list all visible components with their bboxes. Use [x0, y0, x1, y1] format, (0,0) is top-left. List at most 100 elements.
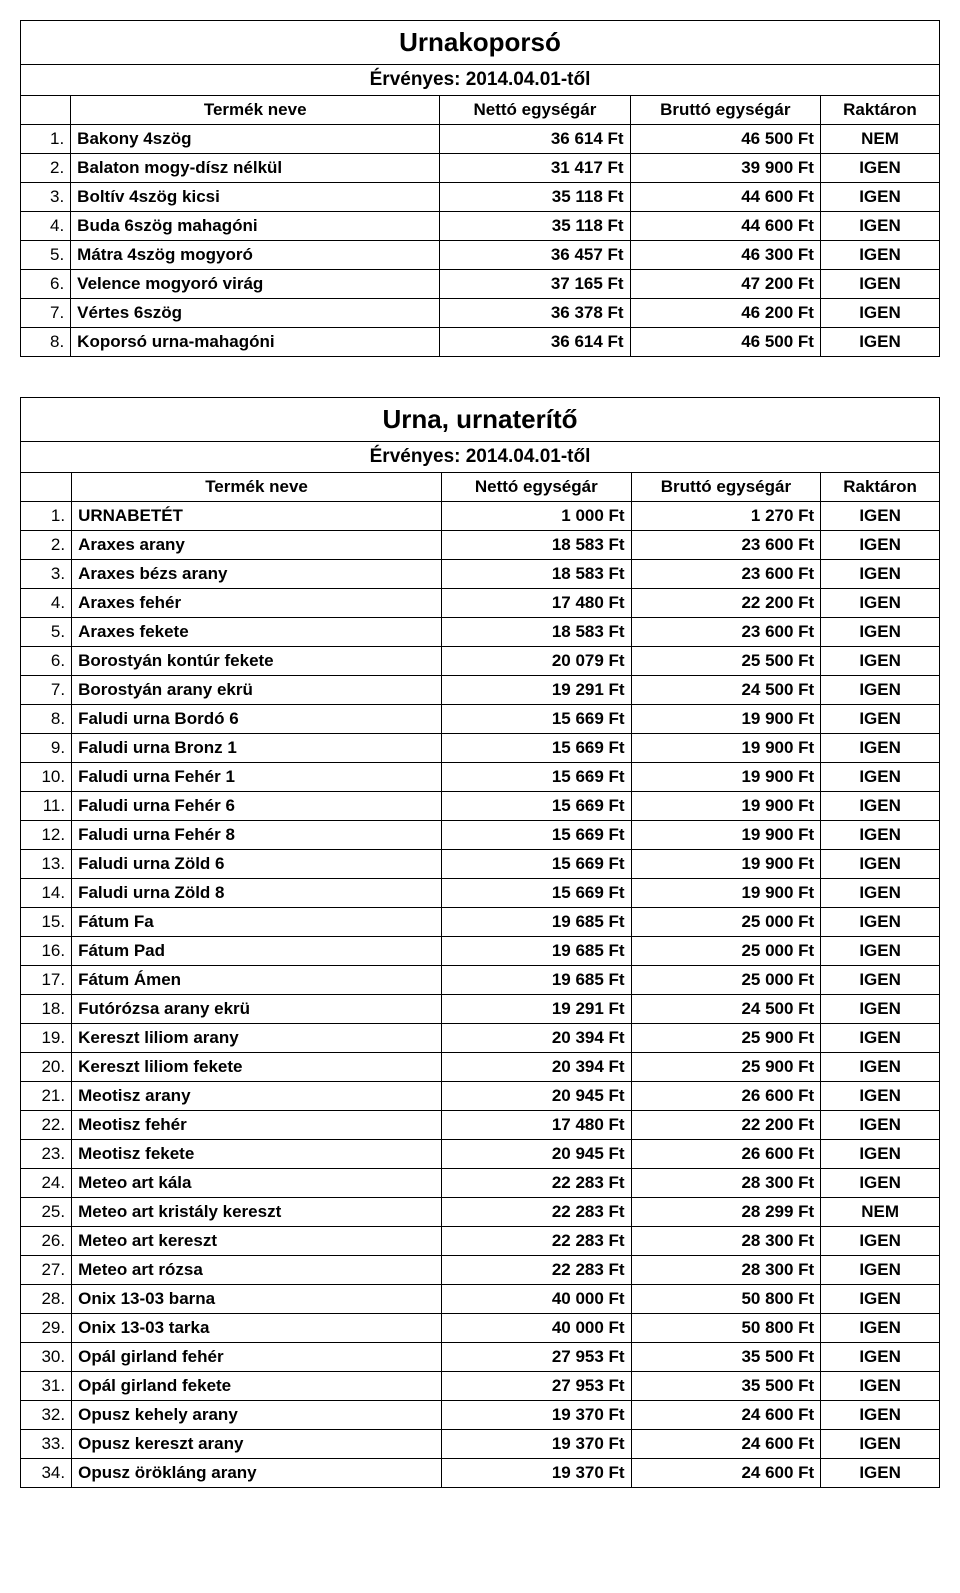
gross-price: 39 900 Ft — [630, 154, 820, 183]
net-price: 15 669 Ft — [441, 879, 631, 908]
col-header-brutto: Bruttó egységár — [631, 473, 821, 502]
row-number: 1. — [21, 502, 72, 531]
table-row: 20.Kereszt liliom fekete20 394 Ft25 900 … — [21, 1053, 940, 1082]
table-row: 13.Faludi urna Zöld 615 669 Ft19 900 FtI… — [21, 850, 940, 879]
gross-price: 46 500 Ft — [630, 125, 820, 154]
row-number: 20. — [21, 1053, 72, 1082]
product-name: Opál girland fekete — [72, 1372, 442, 1401]
gross-price: 22 200 Ft — [631, 1111, 821, 1140]
net-price: 27 953 Ft — [441, 1372, 631, 1401]
net-price: 27 953 Ft — [441, 1343, 631, 1372]
net-price: 19 370 Ft — [441, 1430, 631, 1459]
net-price: 19 685 Ft — [441, 937, 631, 966]
row-number: 5. — [21, 618, 72, 647]
table-body-2: 1.URNABETÉT1 000 Ft1 270 FtIGEN2.Araxes … — [21, 502, 940, 1488]
gross-price: 47 200 Ft — [630, 270, 820, 299]
table-row: 26.Meteo art kereszt22 283 Ft28 300 FtIG… — [21, 1227, 940, 1256]
table-header-row: Termék neve Nettó egységár Bruttó egység… — [21, 473, 940, 502]
product-name: Boltív 4szög kicsi — [71, 183, 440, 212]
table-row: 1.URNABETÉT1 000 Ft1 270 FtIGEN — [21, 502, 940, 531]
product-name: Bakony 4szög — [71, 125, 440, 154]
gross-price: 28 299 Ft — [631, 1198, 821, 1227]
net-price: 19 370 Ft — [441, 1459, 631, 1488]
gross-price: 46 200 Ft — [630, 299, 820, 328]
product-name: Faludi urna Fehér 8 — [72, 821, 442, 850]
row-number: 9. — [21, 734, 72, 763]
table-row: 21.Meotisz arany20 945 Ft26 600 FtIGEN — [21, 1082, 940, 1111]
product-name: Borostyán kontúr fekete — [72, 647, 442, 676]
net-price: 20 079 Ft — [441, 647, 631, 676]
stock-status: IGEN — [821, 647, 940, 676]
table-subtitle: Érvényes: 2014.04.01-től — [21, 442, 940, 473]
table-row: 19.Kereszt liliom arany20 394 Ft25 900 F… — [21, 1024, 940, 1053]
gross-price: 23 600 Ft — [631, 560, 821, 589]
product-name: Vértes 6szög — [71, 299, 440, 328]
net-price: 35 118 Ft — [440, 183, 630, 212]
table-row: 2.Araxes arany18 583 Ft23 600 FtIGEN — [21, 531, 940, 560]
net-price: 15 669 Ft — [441, 850, 631, 879]
table-row: 24.Meteo art kála22 283 Ft28 300 FtIGEN — [21, 1169, 940, 1198]
net-price: 22 283 Ft — [441, 1198, 631, 1227]
gross-price: 25 900 Ft — [631, 1053, 821, 1082]
row-number: 23. — [21, 1140, 72, 1169]
gross-price: 50 800 Ft — [631, 1314, 821, 1343]
row-number: 29. — [21, 1314, 72, 1343]
stock-status: IGEN — [821, 850, 940, 879]
product-name: Onix 13-03 tarka — [72, 1314, 442, 1343]
col-header-num — [21, 96, 71, 125]
row-number: 2. — [21, 531, 72, 560]
table-row: 28.Onix 13-03 barna40 000 Ft50 800 FtIGE… — [21, 1285, 940, 1314]
table-row: 18.Futórózsa arany ekrü19 291 Ft24 500 F… — [21, 995, 940, 1024]
row-number: 17. — [21, 966, 72, 995]
gross-price: 19 900 Ft — [631, 705, 821, 734]
stock-status: IGEN — [821, 1401, 940, 1430]
stock-status: IGEN — [820, 212, 939, 241]
row-number: 13. — [21, 850, 72, 879]
stock-status: IGEN — [821, 995, 940, 1024]
product-name: Meteo art kereszt — [72, 1227, 442, 1256]
row-number: 19. — [21, 1024, 72, 1053]
product-name: Meteo art kristály kereszt — [72, 1198, 442, 1227]
table-row: 11.Faludi urna Fehér 615 669 Ft19 900 Ft… — [21, 792, 940, 821]
table-row: 3.Boltív 4szög kicsi35 118 Ft44 600 FtIG… — [21, 183, 940, 212]
row-number: 28. — [21, 1285, 72, 1314]
stock-status: IGEN — [821, 1082, 940, 1111]
row-number: 6. — [21, 647, 72, 676]
product-name: Araxes fehér — [72, 589, 442, 618]
product-name: Fátum Fa — [72, 908, 442, 937]
stock-status: IGEN — [821, 589, 940, 618]
row-number: 3. — [21, 183, 71, 212]
product-name: Meteo art kála — [72, 1169, 442, 1198]
table-row: 5.Araxes fekete18 583 Ft23 600 FtIGEN — [21, 618, 940, 647]
row-number: 4. — [21, 589, 72, 618]
product-name: Opusz örökláng arany — [72, 1459, 442, 1488]
gross-price: 19 900 Ft — [631, 763, 821, 792]
gross-price: 28 300 Ft — [631, 1227, 821, 1256]
stock-status: IGEN — [821, 1169, 940, 1198]
row-number: 11. — [21, 792, 72, 821]
page: Urnakoporsó Érvényes: 2014.04.01-től Ter… — [20, 20, 940, 1488]
net-price: 22 283 Ft — [441, 1227, 631, 1256]
net-price: 36 614 Ft — [440, 328, 630, 357]
net-price: 19 291 Ft — [441, 676, 631, 705]
stock-status: IGEN — [821, 1459, 940, 1488]
row-number: 7. — [21, 676, 72, 705]
product-name: Borostyán arany ekrü — [72, 676, 442, 705]
gross-price: 25 000 Ft — [631, 908, 821, 937]
table-row: 31.Opál girland fekete27 953 Ft35 500 Ft… — [21, 1372, 940, 1401]
gross-price: 24 600 Ft — [631, 1401, 821, 1430]
product-name: Koporsó urna-mahagóni — [71, 328, 440, 357]
stock-status: IGEN — [821, 676, 940, 705]
product-name: Meteo art rózsa — [72, 1256, 442, 1285]
product-name: Balaton mogy-dísz nélkül — [71, 154, 440, 183]
product-name: Meotisz fekete — [72, 1140, 442, 1169]
stock-status: IGEN — [821, 821, 940, 850]
product-name: Faludi urna Zöld 8 — [72, 879, 442, 908]
stock-status: IGEN — [821, 531, 940, 560]
row-number: 30. — [21, 1343, 72, 1372]
stock-status: NEM — [820, 125, 939, 154]
table-subtitle-row: Érvényes: 2014.04.01-től — [21, 442, 940, 473]
stock-status: IGEN — [821, 1372, 940, 1401]
stock-status: IGEN — [821, 502, 940, 531]
net-price: 40 000 Ft — [441, 1285, 631, 1314]
